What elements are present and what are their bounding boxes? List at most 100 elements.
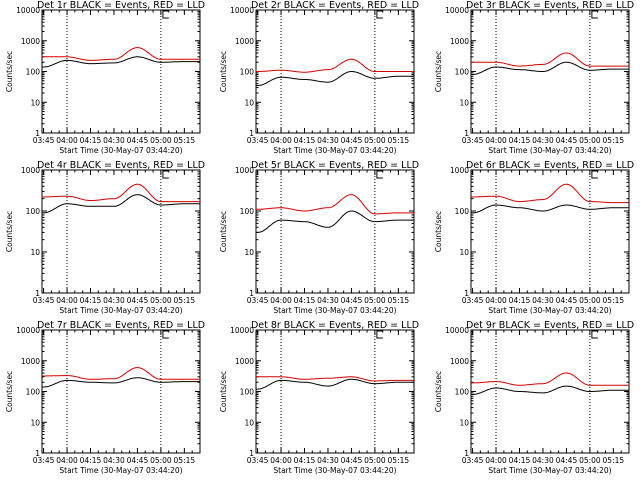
x-tick-label: 04:30 [317,296,339,305]
y-tick-label: 100 [240,388,255,397]
x-tick-label: 04:45 [341,456,363,465]
x-tick-label: 05:00 [364,456,386,465]
y-tick-label: 10000 [16,326,40,335]
x-tick-label: 05:15 [603,296,625,305]
x-tick-label: 05:15 [174,456,196,465]
y-tick-label: 1 [464,449,469,458]
x-tick-label: 04:00 [485,456,507,465]
x-tick-label: 04:00 [56,136,78,145]
x-tick-label: 04:00 [485,136,507,145]
y-tick-label: 1000 [235,37,254,46]
y-axis-label: Counts/sec [434,211,443,252]
series-line-events [42,194,200,214]
chart-title: Det 9r BLACK = Events, RED = LLD [466,320,634,331]
series-line-lld [256,194,414,215]
series-line-lld [42,367,200,380]
y-tick-label: 1000 [450,357,469,366]
chart-title: Det 7r BLACK = Events, RED = LLD [37,320,205,331]
y-tick-label: 10 [244,98,254,107]
x-tick-label: 03:45 [462,136,484,145]
series-line-lld [256,58,414,73]
plot-frame [41,329,201,454]
series-line-events [256,378,414,390]
chart-panel: Det 3r BLACK = Events, RED = LLD 1 10 100 10… [434,0,634,155]
marker-bracket [376,330,383,339]
y-axis-label: Counts/sec [5,371,14,412]
chart-panel: Det 6r BLACK = Events, RED = LLD 1 10 100 10… [434,160,634,315]
chart-panel: Det 8r BLACK = Events, RED = LLD 1 10 100 10… [219,320,419,475]
x-axis-label: Start Time (30-May-07 03:44:20) [273,466,396,475]
x-tick-label: 03:45 [33,456,55,465]
x-tick-label: 04:45 [556,136,578,145]
x-tick-label: 05:15 [603,456,625,465]
y-axis-label: Counts/sec [434,51,443,92]
marker-bracket [591,170,598,179]
x-axis-label: Start Time (30-May-07 03:44:20) [59,466,182,475]
x-tick-label: 04:30 [103,456,125,465]
y-tick-label: 10 [244,418,254,427]
x-tick-label: 05:15 [388,456,410,465]
y-tick-label: 100 [455,388,470,397]
x-tick-label: 04:30 [532,456,554,465]
x-tick-label: 04:45 [127,136,149,145]
x-tick-label: 04:00 [270,296,292,305]
x-axis-label: Start Time (30-May-07 03:44:20) [59,146,182,155]
series-line-events [471,61,629,75]
plot-frame [41,9,201,134]
x-axis-label: Start Time (30-May-07 03:44:20) [273,306,396,315]
y-tick-label: 10 [244,248,254,257]
x-tick-label: 04:45 [127,296,149,305]
x-tick-label: 05:00 [150,456,172,465]
chart-title: Det 5r BLACK = Events, RED = LLD [251,160,419,171]
chart-panel: Det 9r BLACK = Events, RED = LLD 1 10 100 10… [434,320,634,475]
x-tick-label: 04:15 [294,456,316,465]
x-tick-label: 04:15 [294,136,316,145]
y-tick-label: 1 [464,289,469,298]
x-tick-label: 05:15 [388,296,410,305]
y-tick-label: 1 [464,129,469,138]
x-tick-label: 04:00 [270,456,292,465]
x-tick-label: 03:45 [33,136,55,145]
y-tick-label: 100 [26,207,41,216]
series-line-events [471,204,629,214]
y-axis-label: Counts/sec [219,211,228,252]
x-tick-label: 03:45 [247,296,269,305]
series-line-lld [471,372,629,386]
x-axis-label: Start Time (30-May-07 03:44:20) [273,146,396,155]
x-tick-label: 04:15 [509,136,531,145]
marker-bracket [376,170,383,179]
y-tick-label: 1 [35,289,40,298]
x-tick-label: 04:00 [56,296,78,305]
marker-bracket [376,10,383,19]
series-line-lld [471,183,629,204]
x-tick-label: 04:30 [103,136,125,145]
y-tick-label: 10 [30,418,40,427]
series-line-lld [42,183,200,203]
series-line-lld [42,47,200,61]
x-tick-label: 04:30 [532,296,554,305]
chart-panel: Det 5r BLACK = Events, RED = LLD 1 10 100 10… [219,160,419,315]
y-tick-label: 10 [459,98,469,107]
y-axis-label: Counts/sec [219,51,228,92]
y-tick-label: 10000 [230,326,254,335]
chart-panel: Det 7r BLACK = Events, RED = LLD 1 10 100 10… [5,320,205,475]
x-tick-label: 05:15 [174,296,196,305]
y-axis-label: Counts/sec [219,371,228,412]
y-tick-label: 10000 [16,6,40,15]
chart-panel: Det 2r BLACK = Events, RED = LLD 1 10 100 10… [219,0,419,155]
chart-title: Det 3r BLACK = Events, RED = LLD [466,0,634,11]
x-tick-label: 05:00 [579,296,601,305]
y-tick-label: 1 [249,289,254,298]
y-tick-label: 100 [26,68,41,77]
y-tick-label: 1 [35,449,40,458]
y-tick-label: 1000 [235,357,254,366]
x-axis-label: Start Time (30-May-07 03:44:20) [59,306,182,315]
x-tick-label: 03:45 [247,456,269,465]
y-tick-label: 10 [30,248,40,257]
x-tick-label: 04:45 [341,136,363,145]
y-tick-label: 10 [459,418,469,427]
series-line-lld [256,376,414,382]
x-tick-label: 04:45 [127,456,149,465]
